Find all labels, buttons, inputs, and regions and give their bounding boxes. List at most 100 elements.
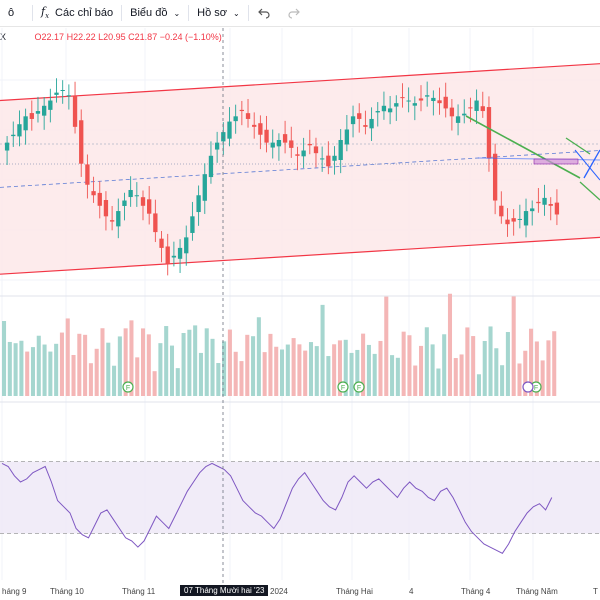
volume-bar	[476, 374, 481, 396]
volume-bar	[332, 344, 337, 396]
x-tick-label: 2024	[270, 587, 288, 596]
profile-button[interactable]: Hồ sơ ⌄	[189, 0, 248, 26]
candle-body	[270, 142, 275, 148]
volume-bar	[54, 343, 59, 396]
volume-bar	[117, 336, 122, 396]
volume-bar	[88, 363, 93, 396]
volume-bar	[187, 329, 192, 396]
change-value: −0.24 (−1.10%)	[159, 32, 222, 42]
volume-bar	[164, 326, 169, 396]
volume-bar	[320, 304, 325, 396]
volume-bar	[337, 340, 342, 396]
symbol-label[interactable]: X	[0, 32, 7, 42]
volume-bar	[251, 336, 256, 396]
event-marker-icon	[522, 381, 534, 393]
candle-body	[437, 100, 442, 104]
indicators-button[interactable]: fx Các chỉ báo	[33, 0, 121, 26]
volume-bar	[65, 318, 70, 396]
volume-bar	[262, 352, 267, 396]
chart-type-button[interactable]: Biểu đồ ⌄	[122, 0, 188, 26]
channel-lower-line	[0, 236, 600, 275]
candle-body	[4, 142, 10, 151]
candle-body	[97, 192, 102, 206]
candle-body	[530, 208, 535, 212]
low-value: L20.95	[98, 32, 126, 42]
x-tick-label: 4	[409, 587, 414, 596]
volume-bar	[500, 365, 505, 396]
candle-body	[171, 255, 177, 258]
candle-body	[406, 100, 411, 102]
chevron-down-icon: ⌄	[232, 8, 240, 18]
candle-body	[165, 246, 170, 264]
volume-bar	[505, 332, 510, 396]
volume-bar	[83, 334, 88, 396]
volume-bar	[204, 328, 209, 396]
volume-bar	[135, 357, 140, 396]
volume-bar	[158, 343, 163, 396]
candle-body	[338, 140, 343, 160]
event-marker-glyph: F	[341, 385, 345, 392]
candle-body	[418, 98, 424, 101]
volume-bar	[152, 371, 157, 396]
candle-body	[554, 202, 560, 215]
volume-bar	[523, 350, 528, 396]
volume-bar	[517, 363, 522, 396]
volume-bar	[42, 344, 47, 396]
regression-channel[interactable]	[0, 63, 600, 275]
candle-body	[295, 154, 300, 156]
volume-bar	[210, 338, 215, 396]
volume-bar	[268, 333, 273, 396]
volume-bar	[297, 344, 302, 396]
volume-bar	[546, 340, 551, 396]
volume-bar	[106, 342, 111, 396]
redo-button[interactable]	[279, 0, 309, 26]
candle-body	[29, 113, 34, 119]
volume-bar	[453, 358, 458, 396]
candle-body	[449, 107, 455, 117]
x-crosshair-label: 07 Tháng Mười hai '23	[180, 585, 269, 596]
ohlc-legend: X O22.17 H22.22 L20.95 C21.87 −0.24 (−1.…	[0, 32, 222, 42]
candle-body	[536, 201, 541, 204]
volume-bar	[511, 296, 516, 396]
candle-body	[23, 116, 28, 131]
candle-body	[140, 197, 146, 206]
candle-body	[313, 146, 319, 154]
volume-bar	[303, 350, 308, 396]
toolbar-partial-item[interactable]: ô	[0, 0, 32, 26]
candle-body	[548, 204, 553, 206]
toolbar-partial-label: ô	[8, 7, 15, 19]
candle-body	[208, 155, 214, 178]
candle-body	[282, 134, 288, 143]
volume-bar	[314, 346, 319, 396]
blue-cross-line	[574, 149, 600, 181]
candle-body	[326, 155, 331, 167]
candle-body	[455, 116, 461, 123]
toolbar-separator	[247, 5, 249, 21]
candle-body	[54, 92, 59, 95]
event-marker-glyph: F	[126, 385, 130, 392]
candle-body	[289, 140, 294, 148]
candle-body	[196, 195, 201, 213]
candle-body	[11, 134, 16, 137]
rsi-panel	[0, 461, 600, 554]
volume-bar	[308, 342, 314, 396]
volume-bar	[222, 341, 227, 396]
event-marker-icon	[337, 381, 349, 393]
volume-bar	[471, 336, 476, 396]
volume-bar	[169, 345, 175, 396]
candle-body	[202, 174, 207, 201]
volume-bar	[175, 368, 180, 396]
undo-button[interactable]	[249, 0, 279, 26]
highlight-box	[533, 158, 579, 165]
candle-body	[307, 143, 312, 146]
volume-bar	[193, 325, 198, 396]
trend-lines[interactable]	[465, 115, 600, 201]
candle-body	[258, 123, 263, 135]
candle-body	[412, 103, 417, 106]
candle-body	[41, 105, 47, 116]
candle-body	[301, 150, 306, 157]
volume-bar	[280, 349, 285, 396]
volume-bar	[424, 327, 429, 396]
